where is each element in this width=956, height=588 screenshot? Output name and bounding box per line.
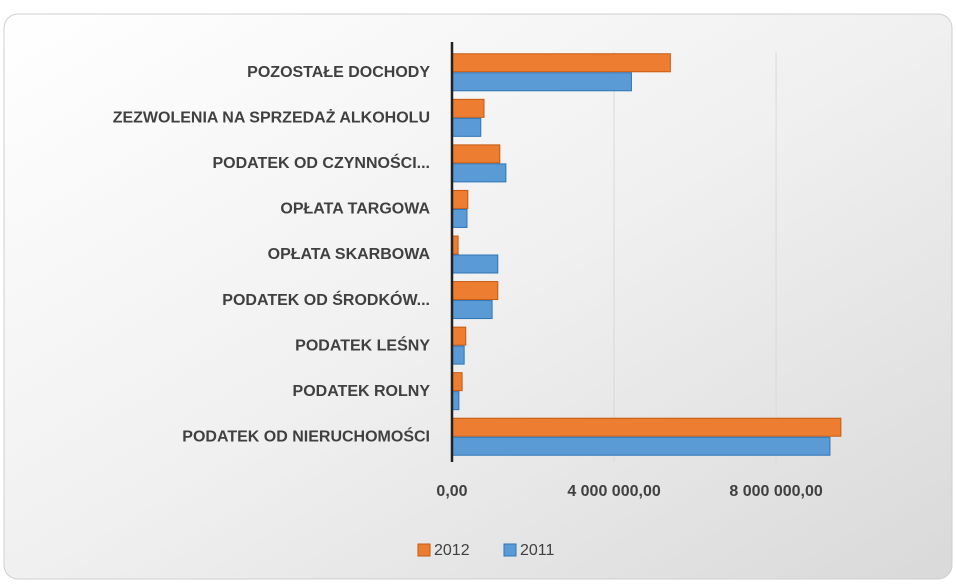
bar bbox=[451, 345, 465, 365]
bar bbox=[451, 281, 499, 301]
bar bbox=[451, 189, 469, 209]
bar bbox=[451, 53, 671, 73]
y-tick-label: PODATEK ROLNY bbox=[293, 383, 431, 400]
bar bbox=[451, 300, 493, 320]
y-tick-label: PODATEK OD CZYNNOŚCI... bbox=[213, 153, 431, 172]
legend-swatch bbox=[417, 543, 431, 557]
y-tick-label: PODATEK LEŚNY bbox=[295, 335, 430, 354]
bar bbox=[451, 208, 468, 228]
y-tick-label: POZOSTAŁE DOCHODY bbox=[247, 64, 430, 81]
y-tick-label: OPŁATA SKARBOWA bbox=[268, 246, 431, 263]
bar bbox=[451, 436, 831, 456]
bar bbox=[451, 163, 507, 183]
legend-label: 2012 bbox=[434, 542, 470, 559]
bar bbox=[451, 372, 463, 392]
y-tick-label: PODATEK OD NIERUCHOMOŚCI bbox=[182, 426, 430, 445]
legend-swatch bbox=[503, 543, 517, 557]
x-tick-label: 8 000 000,00 bbox=[729, 483, 823, 500]
y-tick-label: PODATEK OD ŚRODKÓW... bbox=[222, 290, 430, 309]
y-tick-label: OPŁATA TARGOWA bbox=[280, 201, 430, 218]
bar bbox=[451, 72, 632, 92]
bar bbox=[451, 326, 467, 346]
bar bbox=[451, 144, 501, 164]
bar bbox=[451, 117, 482, 137]
bar bbox=[451, 254, 499, 274]
bar bbox=[451, 417, 842, 437]
legend-label: 2011 bbox=[520, 542, 555, 559]
y-tick-label: ZEZWOLENIA NA SPRZEDAŻ ALKOHOLU bbox=[113, 109, 430, 127]
bar bbox=[451, 98, 485, 118]
x-tick-label: 4 000 000,00 bbox=[567, 483, 661, 500]
x-tick-label: 0,00 bbox=[436, 483, 467, 500]
